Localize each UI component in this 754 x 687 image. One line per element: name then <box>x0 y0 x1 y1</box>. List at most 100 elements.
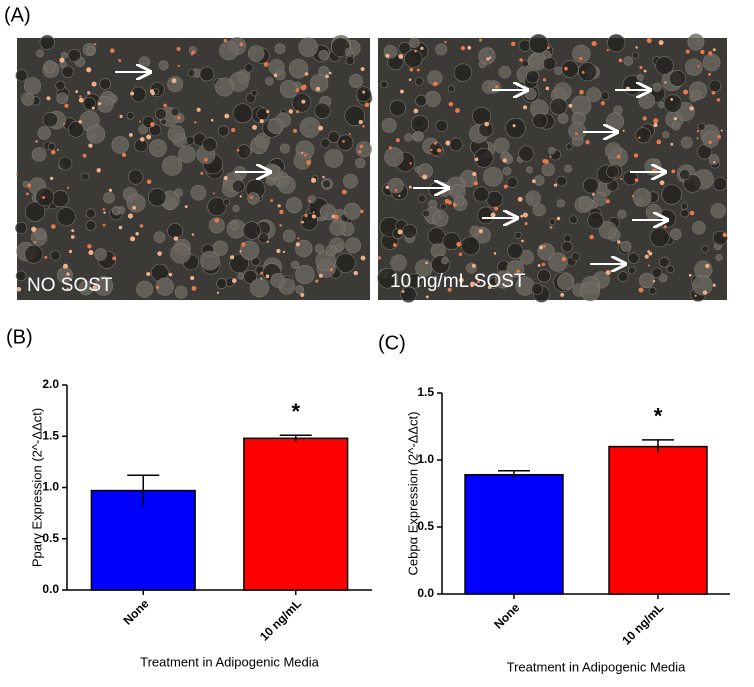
lipid <box>644 254 649 259</box>
lipid <box>517 196 523 202</box>
cell <box>577 62 598 82</box>
image-caption: NO SOST <box>27 275 113 296</box>
annotation: * <box>291 399 300 424</box>
cell <box>661 184 682 205</box>
cell <box>355 141 372 158</box>
lipid <box>484 121 489 127</box>
lipid <box>447 287 452 292</box>
lipid <box>360 209 364 214</box>
lipid <box>646 38 652 44</box>
cell <box>34 227 46 240</box>
cell <box>354 157 366 169</box>
lipid <box>223 38 227 43</box>
cell <box>617 271 629 282</box>
lipid <box>173 236 179 241</box>
lipid <box>88 250 94 256</box>
lipid <box>531 179 536 184</box>
cell <box>498 66 511 79</box>
cell <box>187 69 196 77</box>
lipid <box>522 212 528 218</box>
lipid <box>51 149 56 155</box>
lipid <box>190 53 193 56</box>
cell <box>167 125 186 143</box>
cell <box>50 250 61 261</box>
cell <box>185 135 195 145</box>
lipid <box>265 274 270 279</box>
lipid <box>716 98 721 102</box>
cell <box>277 175 296 194</box>
lipid <box>541 262 546 267</box>
cell <box>37 126 51 140</box>
lipid <box>297 237 300 240</box>
cell <box>237 272 245 280</box>
cell <box>215 77 235 97</box>
lipid <box>216 291 220 294</box>
lipid <box>194 121 197 124</box>
lipid <box>470 285 473 288</box>
cell <box>680 136 693 149</box>
cell <box>149 139 167 157</box>
lipid <box>639 65 643 70</box>
lipid <box>295 88 300 93</box>
cell <box>232 103 253 124</box>
lipid <box>420 46 424 51</box>
lipid <box>62 263 69 269</box>
cell <box>542 57 557 71</box>
cell <box>138 56 151 68</box>
lipid <box>553 183 558 187</box>
cell <box>623 56 633 66</box>
cell <box>708 154 720 165</box>
cell <box>255 132 271 149</box>
lipid <box>445 140 451 146</box>
cell <box>15 270 27 282</box>
lipid <box>385 53 390 58</box>
lipid <box>64 103 69 108</box>
lipid <box>204 157 208 162</box>
lipid <box>416 68 420 72</box>
lipid <box>488 56 492 59</box>
cell <box>556 199 565 208</box>
lipid <box>25 192 29 196</box>
cell <box>431 210 449 227</box>
cell <box>507 242 524 259</box>
cell <box>441 257 449 265</box>
lipid <box>697 65 700 68</box>
cell <box>327 131 340 143</box>
lipid <box>121 152 127 158</box>
lipid <box>282 250 286 253</box>
x-tick-label: None <box>491 600 522 631</box>
cell <box>136 280 154 298</box>
cell <box>355 86 372 102</box>
cell <box>404 49 423 68</box>
lipid <box>520 214 524 218</box>
lipid <box>33 240 37 244</box>
lipid <box>494 206 499 211</box>
lipid <box>616 154 621 159</box>
cell <box>200 250 220 271</box>
lipid <box>91 81 97 87</box>
cell <box>15 69 28 82</box>
lipid <box>591 40 597 47</box>
annotation: * <box>654 404 663 429</box>
lipid <box>311 214 317 219</box>
lipid <box>549 226 553 229</box>
lipid <box>358 119 363 125</box>
cell <box>404 133 413 142</box>
cell <box>126 193 146 213</box>
cell <box>148 188 167 207</box>
lipid <box>311 177 317 183</box>
cell <box>42 112 58 128</box>
lipid <box>196 107 201 112</box>
lipid <box>688 273 692 277</box>
cell <box>473 186 490 203</box>
cell <box>658 256 670 268</box>
lipid <box>312 211 315 214</box>
lipid <box>712 283 716 287</box>
lipid <box>547 46 550 50</box>
lipid <box>63 122 66 125</box>
lipid <box>266 240 269 243</box>
cell <box>571 252 580 262</box>
lipid <box>263 61 269 67</box>
cell <box>518 39 531 52</box>
cell <box>24 244 44 264</box>
